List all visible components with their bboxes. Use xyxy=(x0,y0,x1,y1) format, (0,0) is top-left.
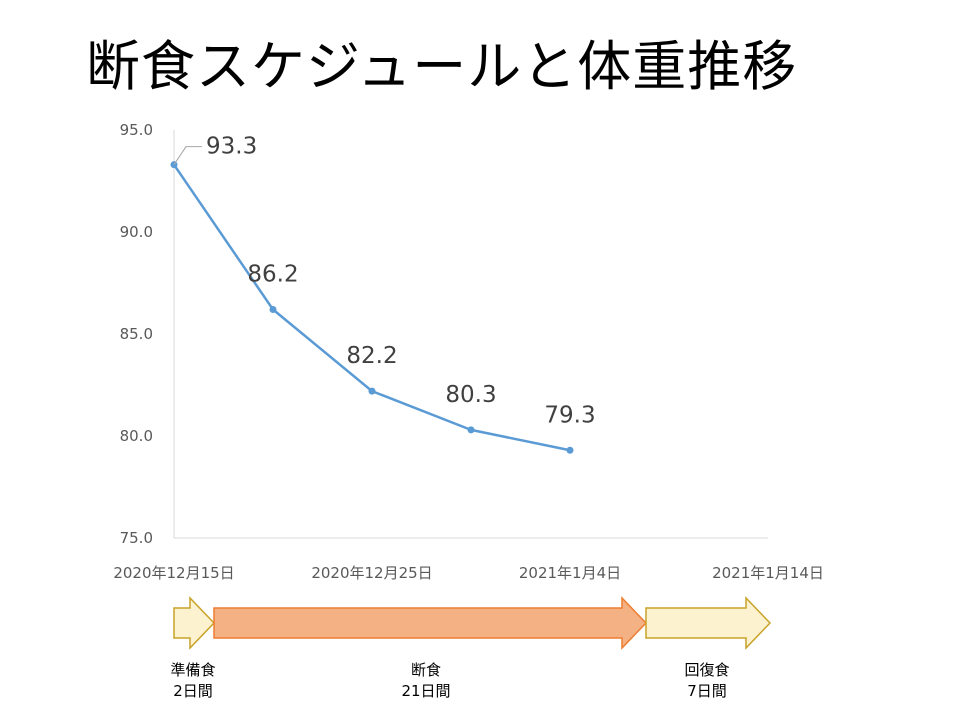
phase-name-fasting: 断食 xyxy=(410,661,441,679)
y-tick-label: 95.0 xyxy=(120,121,153,139)
phase-duration-preparation: 2日間 xyxy=(173,682,213,700)
y-tick-label: 75.0 xyxy=(120,529,153,547)
phase-label-fasting: 断食 21日間 xyxy=(401,660,450,702)
series-line xyxy=(172,163,571,452)
data-label: 82.2 xyxy=(346,343,397,369)
data-label-leader xyxy=(173,146,202,165)
x-tick-label: 2021年1月14日 xyxy=(712,564,824,582)
data-label: 86.2 xyxy=(247,262,298,288)
phase-arrow-preparation xyxy=(173,596,216,650)
phase-label-preparation: 準備食 2日間 xyxy=(170,660,215,702)
page-title: 断食スケジュールと体重推移 xyxy=(86,35,798,98)
data-label: 79.3 xyxy=(544,402,595,428)
data-point xyxy=(467,426,475,434)
x-tick-label: 2021年1月4日 xyxy=(519,564,621,582)
data-point xyxy=(566,446,574,454)
phase-name-preparation: 準備食 xyxy=(170,661,216,679)
phase-arrow-fasting xyxy=(213,596,648,650)
x-tick-label: 2020年12月25日 xyxy=(311,564,432,582)
phase-duration-recovery: 7日間 xyxy=(687,682,727,700)
data-point xyxy=(368,387,376,395)
data-label: 80.3 xyxy=(445,382,496,408)
data-label: 93.3 xyxy=(206,134,257,160)
data-point xyxy=(269,306,277,314)
phase-name-recovery: 回復食 xyxy=(684,661,730,679)
y-tick-label: 80.0 xyxy=(120,427,153,445)
y-tick-label: 85.0 xyxy=(120,325,153,343)
x-tick-label: 2020年12月15日 xyxy=(113,564,234,582)
phase-arrow-recovery xyxy=(645,596,772,650)
y-tick-label: 90.0 xyxy=(120,223,153,241)
phase-duration-fasting: 21日間 xyxy=(401,682,451,700)
phase-label-recovery: 回復食 7日間 xyxy=(684,660,729,702)
